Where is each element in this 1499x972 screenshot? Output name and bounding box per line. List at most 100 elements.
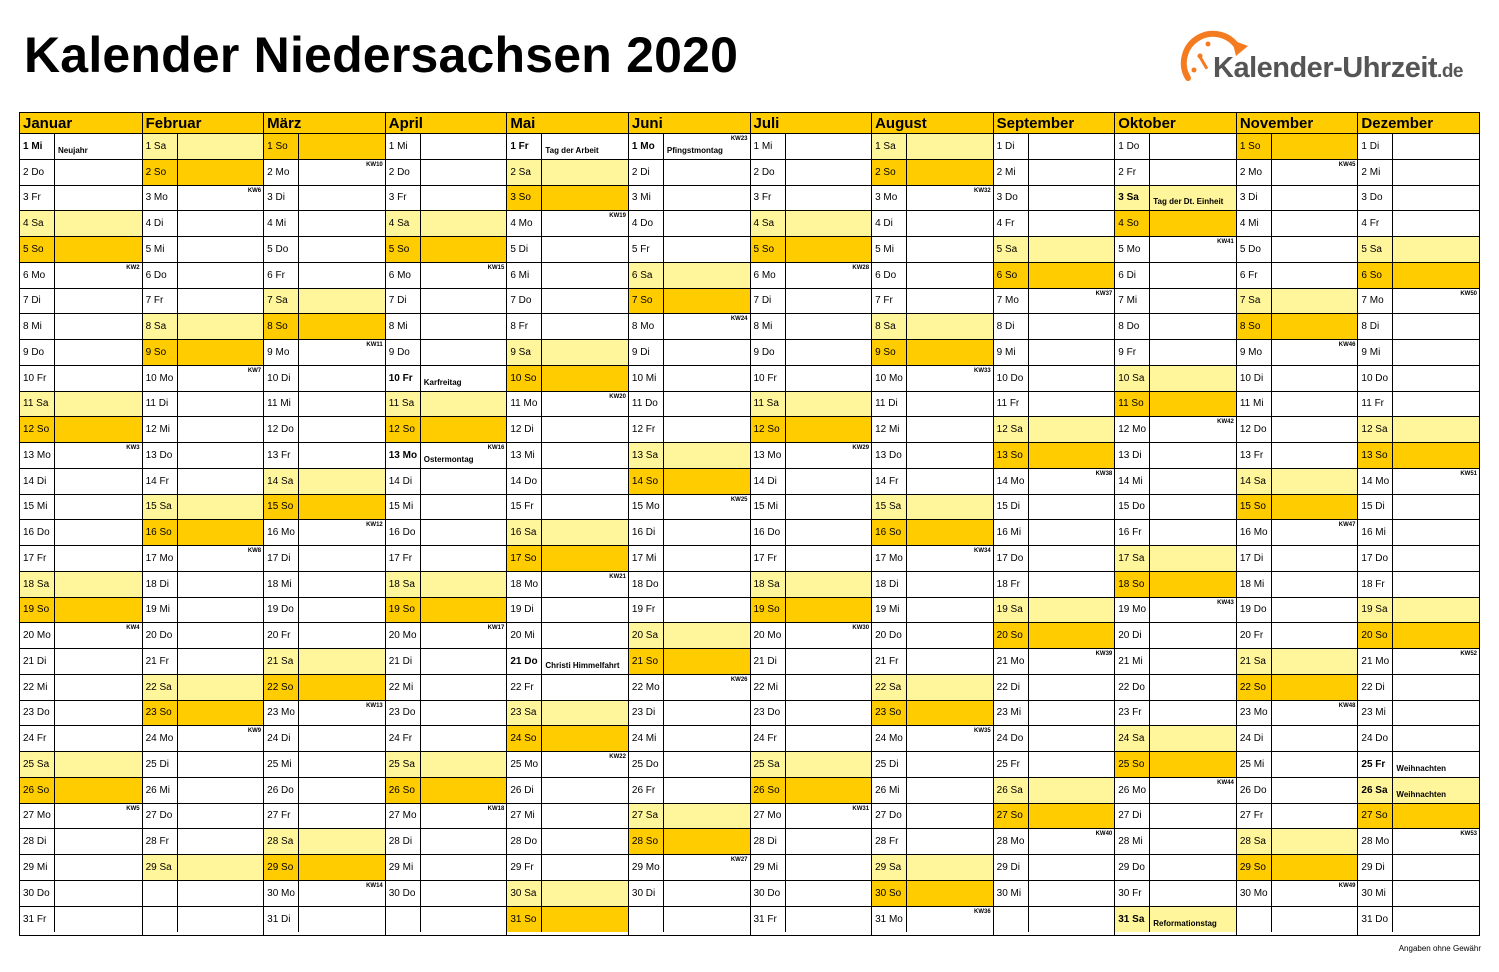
day-note [664,366,750,391]
day-label: 9 So [143,340,178,365]
day-label: 24 Mi [629,726,664,751]
day-label: 1 Mo [629,134,664,159]
day-label: 17 Do [1358,546,1394,571]
day-label: 10 Di [264,365,300,391]
day-note: KW50 [1393,289,1479,314]
month-header: Oktober [1115,113,1236,134]
day-label: 12 Fr [629,417,664,442]
week-number: KW51 [1460,470,1477,477]
week-number: KW17 [487,625,505,632]
day-note [1029,314,1115,339]
day-note [542,366,628,391]
day-label: 9 Do [386,340,421,365]
day-cell: 13 So [1358,443,1479,469]
day-note [178,804,264,829]
day-note [664,881,750,906]
day-label: 24 Fr [751,726,786,751]
day-label: 22 Fr [507,674,543,700]
day-cell [142,880,264,907]
day-note [55,417,142,442]
day-cell: 17 So [507,546,628,572]
day-label: 22 Mo [629,674,664,700]
day-label: 22 Sa [143,674,178,700]
day-cell: 11 Mo KW20 [507,391,628,418]
day-cell: 24 Do [1358,726,1479,752]
day-label: 22 So [264,674,300,700]
day-cell: 22 So [264,674,385,701]
month-column: Dezember 1 Di 2 Mi 3 Do 4 Fr 5 Sa 6 So 7 Mo KW50… [1357,113,1479,935]
day-label: 9 Mo [264,340,300,365]
day-note: KW29 [786,443,872,468]
day-label: 24 Do [1358,726,1394,751]
day-cell: 10 Mi [628,365,750,392]
day-note [907,881,993,906]
day-note: KW20 [542,392,628,417]
day-note [907,752,993,777]
day-label: 11 Sa [751,391,786,417]
week-number: KW22 [609,754,626,760]
day-note [1150,263,1236,288]
day-label: 14 Mo [1358,468,1394,494]
day-cell: 28 Mi [1115,829,1236,855]
day-note [299,675,385,700]
day-label: 14 Di [751,468,786,494]
day-cell: 8 So [264,314,385,340]
day-cell: 3 Do [993,185,1115,212]
day-note [1029,263,1115,288]
week-number: KW42 [1217,419,1234,426]
day-label: 19 So [20,597,55,623]
day-note [542,546,628,571]
day-note [421,778,507,803]
day-cell: 28 Mo KW53 [1358,829,1479,855]
day-cell: 16 Fr [1115,520,1236,546]
day-cell: 15 So [1236,494,1358,521]
day-cell: 5 Mo KW41 [1115,237,1236,263]
day-note: KW42 [1150,417,1236,442]
day-note [1150,804,1236,829]
day-cell: 2 So [872,159,993,186]
day-label: 17 So [507,546,543,571]
day-cell: 4 Do [628,211,750,237]
holiday-name: Karfreitag [423,377,462,387]
day-note [542,701,628,726]
day-note [664,701,750,726]
day-note [421,314,507,339]
day-label: 3 Di [264,185,300,211]
day-cell: 29 Sa [142,855,264,881]
day-note [907,314,993,339]
day-label: 7 Di [751,288,786,314]
logo[interactable]: Kalender-Uhrzeit.de [1178,26,1478,96]
day-note [1272,752,1358,777]
holiday-name: Weihnachten [1396,763,1447,773]
day-label: 17 Sa [1115,546,1151,571]
day-cell: 21 Di [385,649,507,675]
day-note [1029,160,1115,185]
day-cell: 15 Mi [385,494,507,521]
day-label: 14 Mi [1115,468,1151,494]
day-label: 15 Mo [629,494,664,520]
week-number: KW40 [1095,831,1113,838]
day-label: 17 Do [994,546,1029,571]
day-cell: 18 Mi [264,571,385,598]
day-cell: 10 Do [1358,365,1479,392]
day-label: 11 Mo [507,391,543,417]
day-label: 24 So [507,726,543,751]
day-note [421,392,507,417]
day-cell: 14 Di [20,468,142,495]
day-note [299,623,385,648]
day-cell: 23 Do [750,700,872,727]
week-number: KW31 [852,805,870,812]
day-note [1029,340,1115,365]
day-label: 22 Mi [751,674,786,700]
day-note [907,701,993,726]
day-note: KW38 [1029,469,1115,494]
day-note [542,726,628,751]
day-note [1150,160,1236,185]
day-cell: 12 So [750,417,872,443]
day-label: 5 Do [1237,237,1272,262]
day-note [178,623,264,648]
day-label: 1 So [1237,134,1272,159]
day-note [55,752,142,777]
day-cell: 5 So [20,237,142,263]
day-cell: 15 Mi [750,494,872,521]
